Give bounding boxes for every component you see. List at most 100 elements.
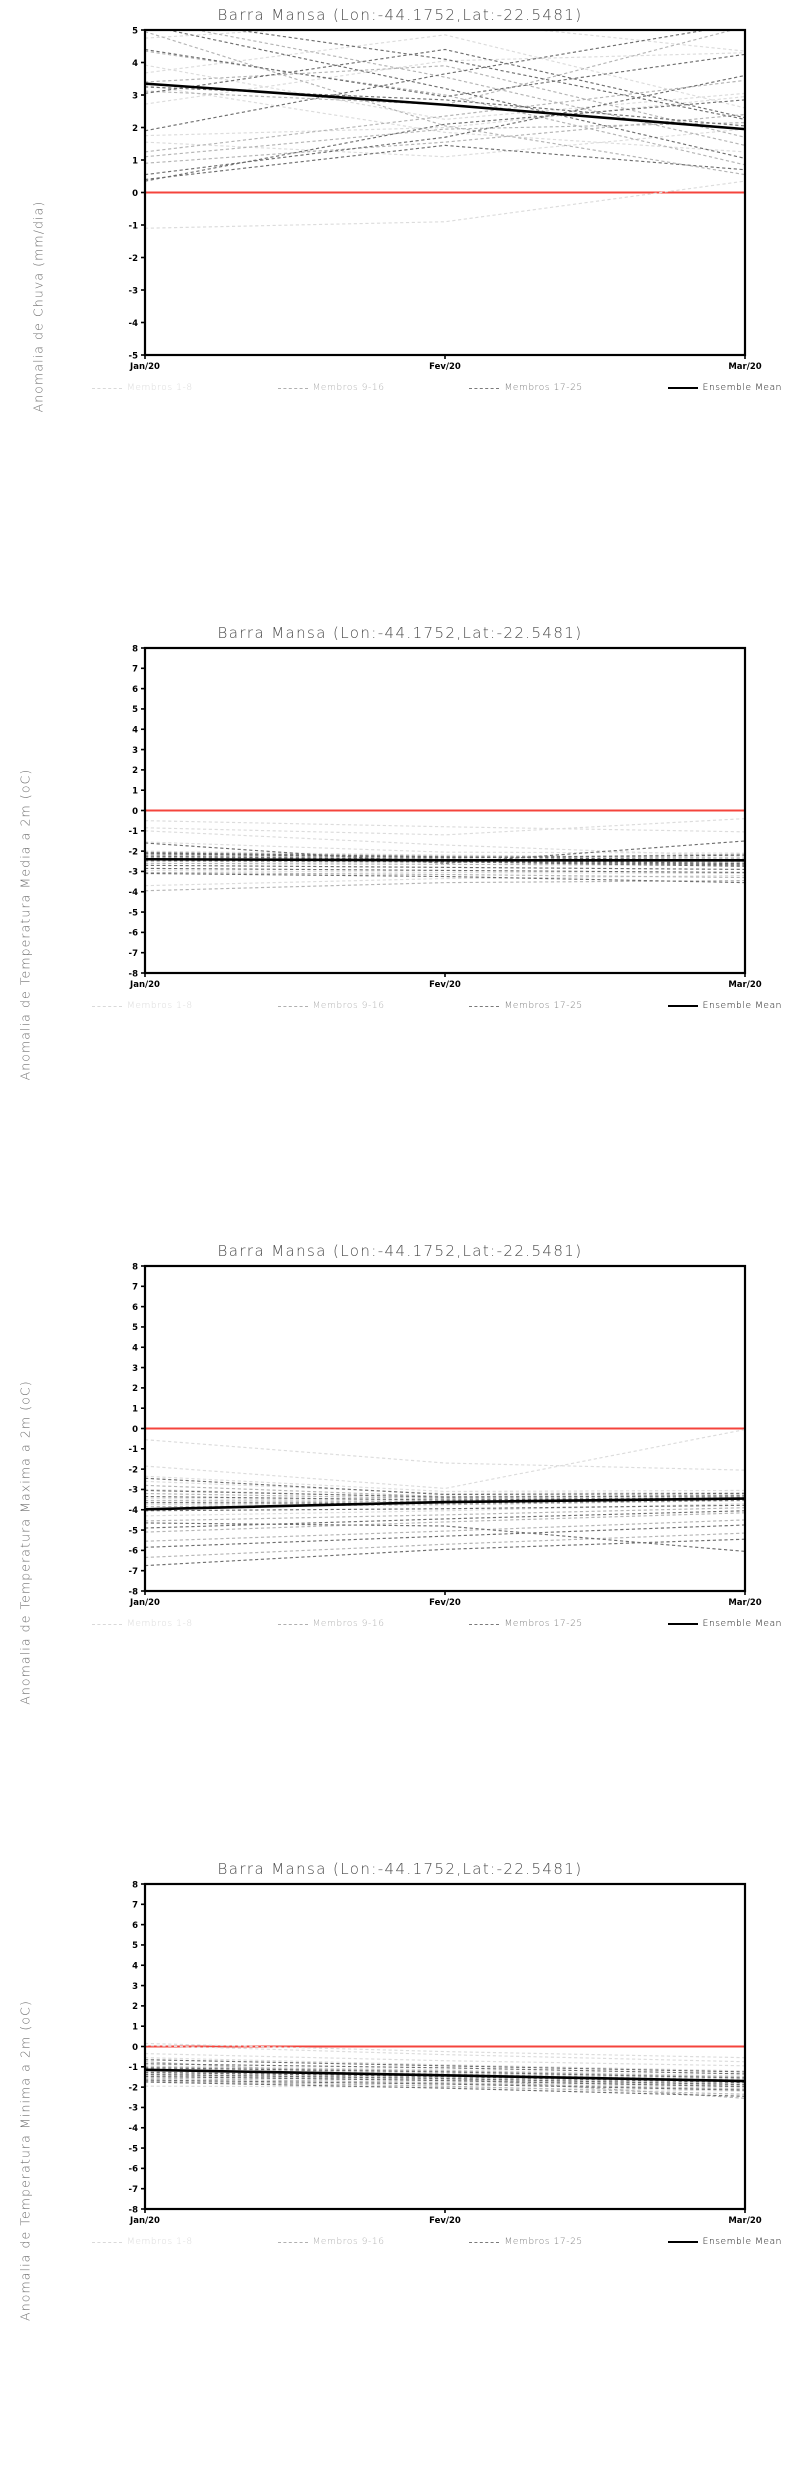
legend-item[interactable]: Membros 17-25 — [469, 1619, 582, 1629]
member-line — [145, 862, 745, 866]
legend-swatch-line — [92, 387, 122, 389]
legend-item[interactable]: Ensemble Mean — [667, 2237, 782, 2247]
y-tick-label: -8 — [129, 2205, 139, 2215]
y-tick-label: -4 — [129, 2124, 139, 2134]
x-tick-label: Mar/20 — [728, 1598, 761, 1608]
y-tick-label: -3 — [129, 2104, 139, 2114]
y-tick-label: 5 — [132, 26, 138, 36]
legend-label: Membros 1-8 — [127, 1619, 193, 1629]
legend-item[interactable]: Membros 1-8 — [92, 2237, 193, 2247]
y-tick-label: -5 — [129, 2144, 139, 2154]
legend-item[interactable]: Membros 1-8 — [92, 1001, 193, 1011]
legend-item[interactable]: Membros 1-8 — [92, 1619, 193, 1629]
legend-item[interactable]: Membros 1-8 — [92, 383, 193, 393]
legend-item[interactable]: Ensemble Mean — [667, 383, 782, 393]
member-line — [145, 2057, 745, 2072]
y-tick-label: 5 — [132, 705, 138, 715]
ensemble-mean-line — [145, 2068, 745, 2083]
y-tick-label: -7 — [129, 1567, 139, 1577]
y-tick-label: -2 — [129, 254, 139, 264]
member-line — [145, 1510, 745, 1529]
member-line — [145, 2075, 745, 2088]
legend-item[interactable]: Membros 17-25 — [469, 1001, 582, 1011]
member-line — [145, 856, 745, 863]
y-tick-label: -3 — [129, 868, 139, 878]
chart-panel-tmed: Barra Mansa (Lon:-44.1752,Lat:-22.5481) A… — [0, 618, 800, 1236]
member-line — [145, 860, 745, 864]
legend-label: Membros 17-25 — [504, 1001, 583, 1011]
chart-legend: Membros 1-8 Membros 9-16 Membros 17-25 Ense… — [92, 1619, 782, 1629]
legend-label: Membros 17-25 — [504, 383, 583, 393]
legend-swatch-line — [469, 2241, 500, 2243]
x-tick-label: Jan/20 — [129, 980, 160, 990]
member-line — [145, 869, 745, 875]
legend-item[interactable]: Membros 9-16 — [277, 1001, 385, 1011]
member-line — [145, 30, 735, 106]
series-group — [145, 1427, 745, 1567]
y-tick-label: -1 — [129, 2063, 139, 2073]
y-tick-label: 0 — [132, 189, 138, 199]
y-tick-label: -1 — [129, 221, 139, 231]
member-line — [145, 2067, 745, 2079]
member-line — [145, 34, 745, 109]
y-tick-label: 7 — [132, 665, 138, 675]
member-line — [145, 65, 745, 138]
legend-label: Membros 17-25 — [504, 1619, 583, 1629]
y-tick-label: 8 — [132, 1880, 138, 1890]
x-tick-label: Mar/20 — [728, 362, 761, 372]
legend-item[interactable]: Ensemble Mean — [667, 1001, 782, 1011]
y-tick-label: -4 — [129, 1506, 139, 1516]
member-line — [145, 79, 745, 153]
plot-area-tmax: -8 -7 -6 -5 -4 -3 -2 -1 0 1 2 3 4 5 6 7 8 Jan/20 Fev/20 Mar… — [129, 1262, 762, 1608]
legend-swatch-line — [277, 387, 308, 389]
chart-title: Barra Mansa (Lon:-44.1752,Lat:-22.5481) — [217, 624, 583, 642]
y-tick-label: -5 — [129, 1526, 139, 1536]
member-line — [145, 864, 745, 870]
member-line — [145, 30, 745, 52]
member-line — [145, 2066, 745, 2078]
member-line — [145, 818, 745, 836]
legend-item[interactable]: Membros 9-16 — [277, 2237, 385, 2247]
legend-swatch-line — [667, 1623, 698, 1625]
legend-label: Ensemble Mean — [702, 383, 782, 393]
y-tick-label: 1 — [132, 156, 138, 166]
chart-legend: Membros 1-8 Membros 9-16 Membros 17-25 Ense… — [92, 1001, 782, 1011]
member-line — [145, 31, 745, 176]
y-tick-label: -2 — [129, 1465, 139, 1475]
legend-swatch-line — [469, 387, 500, 389]
y-tick-label: -6 — [129, 1547, 139, 1557]
y-tick-label: -7 — [129, 2185, 139, 2195]
y-tick-label: 2 — [132, 766, 138, 776]
legend-item[interactable]: Membros 9-16 — [277, 1619, 385, 1629]
member-line — [145, 1477, 745, 1496]
legend-item[interactable]: Membros 17-25 — [469, 383, 582, 393]
legend-item[interactable]: Membros 9-16 — [277, 383, 385, 393]
member-line — [145, 48, 745, 98]
member-line — [145, 96, 745, 137]
chart-title: Barra Mansa (Lon:-44.1752,Lat:-22.5481) — [217, 1860, 583, 1878]
member-line — [145, 1492, 745, 1500]
legend-label: Membros 9-16 — [312, 1001, 385, 1011]
legend-swatch-line — [277, 1623, 308, 1625]
member-line — [145, 1538, 745, 1567]
member-line — [145, 2073, 745, 2085]
member-line — [145, 1489, 745, 1498]
chart-legend: Membros 1-8 Membros 9-16 Membros 17-25 Ense… — [92, 383, 782, 393]
member-line — [145, 2079, 745, 2091]
ensemble-mean-line — [145, 1497, 745, 1511]
y-tick-label: -2 — [129, 2083, 139, 2093]
member-line — [145, 2063, 745, 2075]
member-line — [145, 1428, 745, 1490]
member-line — [145, 840, 745, 864]
y-tick-label: -5 — [129, 908, 139, 918]
member-line — [145, 2044, 745, 2063]
y-tick-label: 3 — [132, 746, 138, 756]
member-line — [145, 122, 745, 158]
member-line — [145, 2053, 745, 2067]
legend-item[interactable]: Membros 17-25 — [469, 2237, 582, 2247]
y-tick-label: 3 — [132, 1982, 138, 1992]
legend-label: Ensemble Mean — [702, 1001, 782, 1011]
member-line — [145, 867, 745, 874]
legend-item[interactable]: Ensemble Mean — [667, 1619, 782, 1629]
